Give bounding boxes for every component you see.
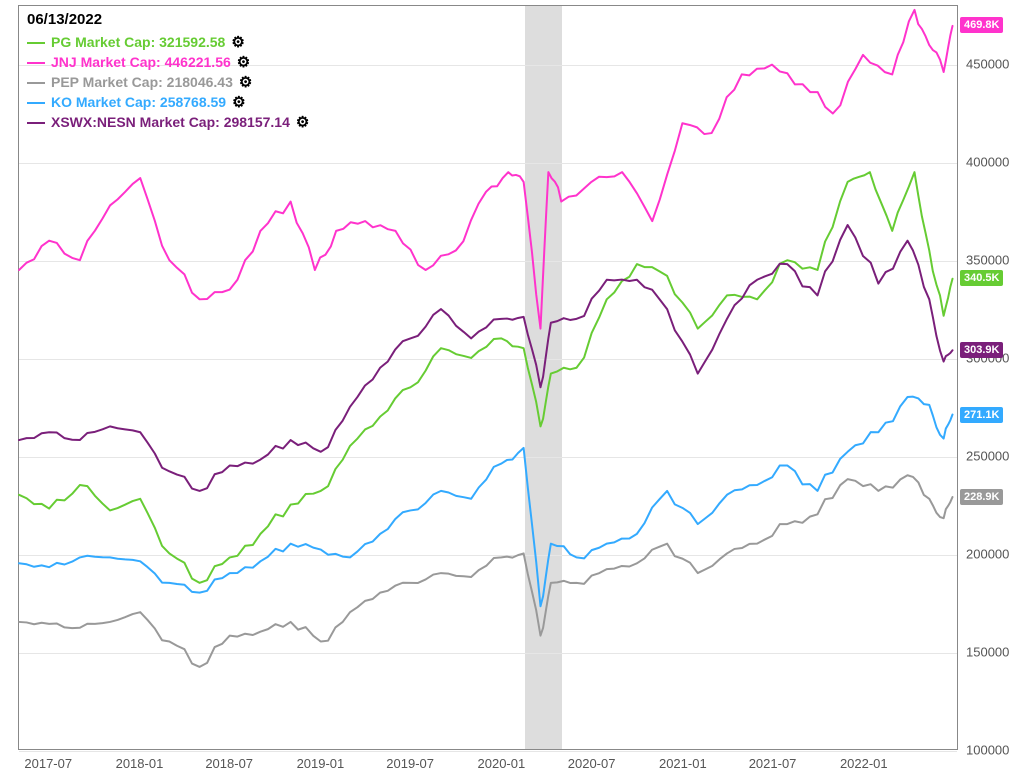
x-tick-label: 2019-07 — [386, 756, 434, 771]
y-tick-label: 350000 — [966, 252, 1009, 267]
y-tick-label: 400000 — [966, 154, 1009, 169]
y-tick-label: 150000 — [966, 644, 1009, 659]
series-line-pep — [19, 475, 953, 667]
gear-icon[interactable]: ⚙ — [237, 55, 250, 70]
market-cap-chart: 06/13/2022 PG Market Cap: 321592.58⚙JNJ … — [0, 0, 1024, 783]
end-flag-nesn: 303.9K — [960, 342, 1003, 358]
x-tick-label: 2019-01 — [297, 756, 345, 771]
gear-icon[interactable]: ⚙ — [239, 75, 252, 90]
end-flag-pg: 340.5K — [960, 270, 1003, 286]
gear-icon[interactable]: ⚙ — [232, 95, 245, 110]
legend-label: PG Market Cap: 321592.58 — [51, 32, 225, 52]
y-tick-label: 100000 — [966, 743, 1009, 758]
end-flag-ko: 271.1K — [960, 407, 1003, 423]
legend-label: JNJ Market Cap: 446221.56 — [51, 52, 231, 72]
legend: 06/13/2022 PG Market Cap: 321592.58⚙JNJ … — [27, 10, 309, 132]
legend-swatch — [27, 102, 45, 104]
legend-swatch — [27, 62, 45, 64]
y-tick-label: 250000 — [966, 448, 1009, 463]
legend-row-ko: KO Market Cap: 258768.59 ⚙ — [27, 92, 309, 112]
end-flag-jnj: 469.8K — [960, 17, 1003, 33]
legend-row-nesn: XSWX:NESN Market Cap: 298157.14 ⚙ — [27, 112, 309, 132]
series-line-ko — [19, 397, 953, 607]
legend-swatch — [27, 82, 45, 84]
y-gridline — [19, 751, 957, 752]
legend-row-pep: PEP Market Cap: 218046.43 ⚙ — [27, 72, 309, 92]
x-tick-label: 2018-01 — [116, 756, 164, 771]
gear-icon[interactable]: ⚙ — [296, 115, 309, 130]
y-tick-label: 200000 — [966, 546, 1009, 561]
gear-icon[interactable]: ⚙ — [231, 35, 244, 50]
legend-label: XSWX:NESN Market Cap: 298157.14 — [51, 112, 290, 132]
legend-label: KO Market Cap: 258768.59 — [51, 92, 226, 112]
x-tick-label: 2020-07 — [568, 756, 616, 771]
legend-row-pg: PG Market Cap: 321592.58 ⚙ — [27, 32, 309, 52]
legend-swatch — [27, 122, 45, 124]
x-tick-label: 2017-07 — [24, 756, 72, 771]
legend-row-jnj: JNJ Market Cap: 446221.56 ⚙ — [27, 52, 309, 72]
x-tick-label: 2020-01 — [478, 756, 526, 771]
legend-label: PEP Market Cap: 218046.43 — [51, 72, 233, 92]
legend-swatch — [27, 42, 45, 44]
x-tick-label: 2022-01 — [840, 756, 888, 771]
x-tick-label: 2021-07 — [749, 756, 797, 771]
end-flag-pep: 228.9K — [960, 489, 1003, 505]
series-line-nesn — [19, 225, 953, 491]
plot-area[interactable]: 06/13/2022 PG Market Cap: 321592.58⚙JNJ … — [18, 5, 958, 750]
x-tick-label: 2021-01 — [659, 756, 707, 771]
y-tick-label: 450000 — [966, 56, 1009, 71]
x-tick-label: 2018-07 — [205, 756, 253, 771]
cursor-date: 06/13/2022 — [27, 10, 309, 30]
